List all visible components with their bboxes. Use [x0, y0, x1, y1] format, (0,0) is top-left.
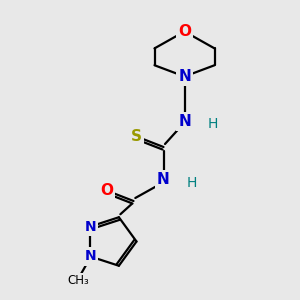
Text: CH₃: CH₃ [68, 274, 89, 287]
Text: N: N [178, 69, 191, 84]
Text: H: H [208, 118, 218, 131]
Text: O: O [178, 24, 191, 39]
Text: N: N [85, 220, 96, 233]
Text: S: S [131, 129, 142, 144]
Text: O: O [100, 183, 113, 198]
Text: N: N [85, 250, 96, 263]
Text: H: H [187, 176, 197, 190]
Text: N: N [178, 114, 191, 129]
Text: N: N [157, 172, 170, 188]
